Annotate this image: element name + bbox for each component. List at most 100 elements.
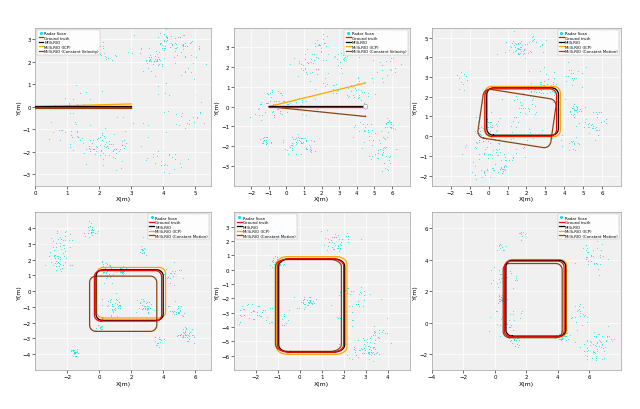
Point	[474, 125, 484, 132]
Point	[109, 131, 119, 137]
Point	[513, 40, 523, 47]
Point	[353, 354, 364, 360]
Point	[45, 236, 56, 242]
Point	[568, 141, 579, 148]
Point	[173, 310, 184, 317]
Point	[104, 141, 114, 148]
Point	[493, 147, 504, 153]
Point	[253, 105, 264, 112]
Point	[294, 96, 305, 102]
Point	[171, 309, 181, 315]
Point	[40, 262, 50, 269]
Point	[117, 142, 127, 149]
Point	[510, 40, 520, 47]
Point	[538, 82, 548, 89]
Point	[72, 129, 82, 135]
Point	[509, 114, 519, 121]
Point	[157, 67, 168, 74]
Point	[357, 89, 367, 96]
Point	[308, 61, 318, 67]
Point	[470, 144, 480, 151]
Point	[140, 246, 150, 252]
Point	[342, 86, 353, 92]
Point	[51, 267, 61, 274]
Point	[69, 349, 79, 355]
Point	[454, 75, 465, 82]
Point	[509, 43, 519, 49]
Point	[56, 269, 66, 275]
Point	[267, 305, 277, 312]
Point	[535, 44, 545, 51]
Point	[256, 117, 266, 124]
Point	[333, 249, 344, 255]
Point	[96, 272, 106, 279]
Point	[568, 146, 578, 153]
Point	[359, 345, 369, 352]
Point	[369, 340, 379, 347]
Point	[190, 111, 200, 117]
Point	[159, 110, 169, 116]
Point	[516, 237, 526, 243]
Point	[127, 51, 137, 57]
Point	[491, 308, 501, 314]
Point	[333, 69, 344, 76]
Point	[158, 50, 168, 56]
Point	[301, 138, 311, 145]
Point	[454, 86, 464, 93]
Point	[570, 108, 580, 114]
Point	[156, 158, 166, 165]
Point	[113, 303, 123, 309]
Point	[152, 58, 162, 65]
Point	[314, 43, 324, 49]
Point	[264, 104, 275, 111]
Point	[385, 160, 396, 167]
Point	[115, 265, 125, 272]
Point	[589, 329, 599, 335]
Point	[516, 49, 526, 56]
Point	[253, 312, 264, 319]
Point	[97, 156, 108, 163]
Point	[163, 153, 173, 160]
Point	[274, 104, 284, 110]
Point	[553, 336, 563, 343]
Point	[572, 106, 582, 112]
Point	[474, 130, 484, 137]
Point	[162, 35, 172, 42]
Point	[97, 323, 107, 330]
Point	[150, 338, 160, 345]
Point	[579, 348, 589, 355]
Point	[520, 111, 531, 118]
Point	[295, 294, 305, 301]
Point	[264, 91, 274, 98]
Point	[488, 167, 499, 173]
Point	[306, 60, 316, 66]
Point	[176, 331, 186, 338]
Point	[178, 42, 188, 49]
Point	[520, 42, 530, 48]
Point	[550, 335, 561, 341]
Point	[499, 166, 509, 173]
Point	[296, 140, 306, 146]
Point	[100, 126, 111, 133]
Point	[362, 121, 372, 128]
Point	[50, 258, 60, 264]
Point	[109, 147, 119, 153]
Point	[120, 128, 131, 135]
Point	[483, 131, 493, 138]
Point	[298, 299, 308, 306]
Point	[84, 227, 94, 234]
Point	[591, 125, 602, 131]
Point	[144, 58, 154, 65]
Point	[364, 346, 374, 352]
Point	[390, 69, 400, 76]
Point	[374, 327, 385, 334]
Point	[55, 261, 65, 267]
Point	[566, 71, 577, 77]
Point	[524, 106, 534, 113]
Point	[486, 124, 496, 131]
Point	[307, 52, 317, 58]
Point	[369, 328, 379, 335]
Point	[271, 310, 282, 317]
Point	[129, 32, 140, 39]
Point	[357, 338, 367, 344]
